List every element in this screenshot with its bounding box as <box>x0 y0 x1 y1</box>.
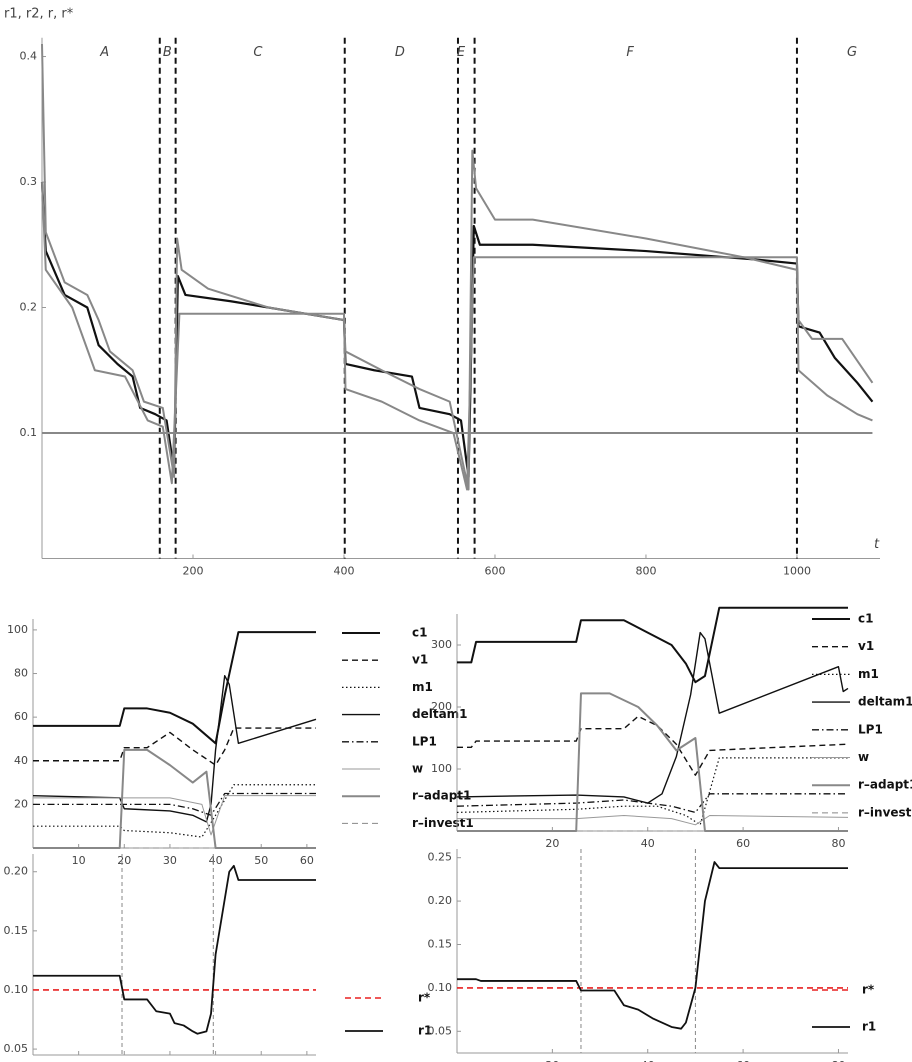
x-tick-label: 1000 <box>783 565 811 578</box>
region-label: G <box>847 45 857 60</box>
series-line <box>457 861 848 1030</box>
series-line <box>33 792 316 816</box>
region-label: E <box>457 45 466 60</box>
series-line <box>33 727 316 766</box>
region-label: F <box>626 45 634 60</box>
y-tick-label: 60 <box>14 710 28 723</box>
legend-label: r* <box>418 991 431 1005</box>
x-tick-label: 20 <box>545 1059 559 1062</box>
legend-label: r–adapt1 <box>412 789 471 803</box>
region-label: B <box>163 45 172 60</box>
series-line <box>457 815 849 826</box>
x-tick-label: 50 <box>254 854 268 867</box>
y-tick-label: 0.20 <box>428 894 453 907</box>
x-tick-label: 20 <box>545 837 559 850</box>
y-tick-label: 40 <box>14 754 28 767</box>
legend-label: r–invest1 <box>858 805 912 819</box>
legend-label: LP1 <box>858 722 883 736</box>
legend-label: c1 <box>858 612 873 626</box>
legend-label: deltam1 <box>858 695 912 709</box>
region-label: D <box>395 45 405 60</box>
y-tick-label: 0.20 <box>4 865 29 878</box>
legend-label: m1 <box>858 667 879 681</box>
legend-label: v1 <box>412 653 428 667</box>
legend-label: r–adapt1 <box>858 778 912 792</box>
x-tick-label: 40 <box>641 837 655 850</box>
legend-label: r1 <box>418 1024 432 1038</box>
legend-label: w <box>858 750 869 764</box>
y-tick-label: 0.1 <box>20 426 38 439</box>
legend-label: deltam1 <box>412 707 468 721</box>
legend-label: v1 <box>858 639 874 653</box>
x-tick-label: 40 <box>209 854 223 867</box>
x-tick-label: 30 <box>163 854 177 867</box>
y-tick-label: 0.05 <box>428 1024 453 1037</box>
series-line <box>456 757 848 826</box>
y-tick-label: 0.10 <box>428 981 453 994</box>
series-line <box>457 606 848 684</box>
legend-label: LP1 <box>412 734 437 748</box>
x-tick-label: 200 <box>182 565 203 578</box>
x-tick-label: 10 <box>72 854 86 867</box>
x-tick-label: 400 <box>333 565 354 578</box>
legend-label: r–invest1 <box>412 816 474 830</box>
x-tick-label: 80 <box>831 837 845 850</box>
x-tick-label: 60 <box>300 854 314 867</box>
legend-label: r1 <box>862 1020 876 1034</box>
y-tick-label: 0.05 <box>4 1042 29 1055</box>
legend-label: r* <box>862 983 875 997</box>
series-line <box>40 181 874 479</box>
series-line <box>456 631 849 804</box>
x-tick-label: 800 <box>635 565 656 578</box>
y-axis-label: r1, r2, r, r* <box>4 7 74 22</box>
y-tick-label: 0.10 <box>4 983 29 996</box>
series-line <box>41 181 873 491</box>
series-line <box>33 795 316 836</box>
x-tick-label: 40 <box>641 1059 655 1062</box>
series-line <box>457 692 848 832</box>
region-label: A <box>99 45 109 60</box>
x-axis-label: t <box>874 537 880 552</box>
y-tick-label: 20 <box>14 797 28 810</box>
y-tick-label: 0.15 <box>428 937 453 950</box>
series-line <box>32 675 317 823</box>
x-tick-label: 20 <box>117 854 131 867</box>
x-tick-label: 600 <box>484 565 505 578</box>
y-tick-label: 0.4 <box>20 50 38 63</box>
y-tick-label: 80 <box>14 667 28 680</box>
y-tick-label: 100 <box>7 623 28 636</box>
legend-label: c1 <box>412 626 427 640</box>
y-tick-label: 0.3 <box>20 175 38 188</box>
x-tick-label: 60 <box>736 1059 750 1062</box>
legend-label: w <box>412 762 423 776</box>
y-tick-label: 0.15 <box>4 924 29 937</box>
region-label: C <box>253 45 263 60</box>
x-tick-label: 60 <box>736 837 750 850</box>
x-tick-label: 80 <box>831 1059 845 1062</box>
legend-label: m1 <box>412 680 433 694</box>
y-tick-label: 100 <box>431 762 452 775</box>
y-tick-label: 200 <box>431 700 452 713</box>
series-line <box>457 715 849 776</box>
y-tick-label: 0.25 <box>428 851 453 864</box>
series-line <box>33 864 316 1035</box>
y-tick-label: 0.2 <box>20 301 38 314</box>
y-tick-label: 300 <box>431 638 452 651</box>
series-line <box>33 784 316 838</box>
series-line <box>33 631 316 745</box>
series-line <box>33 748 316 849</box>
